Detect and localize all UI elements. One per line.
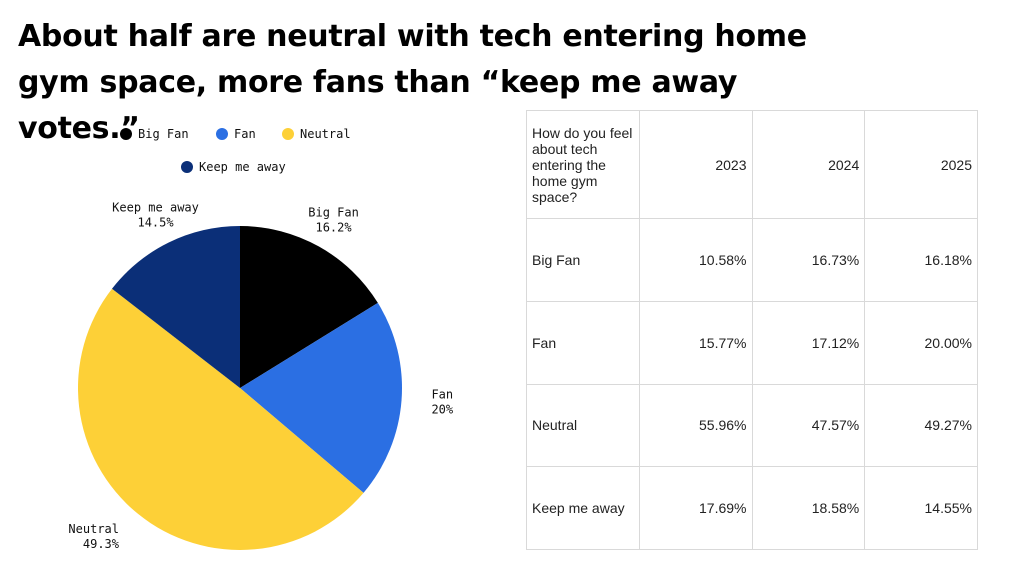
slice-value: 14.5% xyxy=(137,216,174,230)
table-cell: 2025 xyxy=(864,110,978,219)
slice-value: 49.3% xyxy=(83,537,120,551)
table-cell: Keep me away xyxy=(526,466,640,550)
legend-label: Big Fan xyxy=(138,127,189,141)
legend-label: Keep me away xyxy=(199,160,286,174)
table-row: Neutral 55.96% 47.57% 49.27% xyxy=(526,383,978,468)
pie-slice xyxy=(240,302,402,493)
table-cell: 10.58% xyxy=(638,218,753,302)
table-cell: 55.96% xyxy=(638,383,753,468)
table-cell: 2024 xyxy=(751,110,866,219)
table-row: Fan 15.77% 17.12% 20.00% xyxy=(526,300,978,385)
slice-label: Neutral 49.3% xyxy=(68,522,119,551)
data-table: How do you feel about tech entering the … xyxy=(526,110,978,550)
legend-swatch xyxy=(120,128,132,140)
table-cell: 2023 xyxy=(638,110,753,219)
legend-swatch xyxy=(216,128,228,140)
table-cell: 16.73% xyxy=(751,218,866,302)
table-cell: 14.55% xyxy=(864,466,978,550)
table-cell: 16.18% xyxy=(864,218,978,302)
slice-name: Neutral xyxy=(68,522,119,536)
table-cell: 17.69% xyxy=(638,466,753,550)
table-row: Big Fan 10.58% 16.73% 16.18% xyxy=(526,218,978,302)
table-row: How do you feel about tech entering the … xyxy=(526,110,978,219)
slice-name: Fan xyxy=(431,387,453,401)
table-cell: How do you feel about tech entering the … xyxy=(526,110,640,219)
slice-label: Fan 20% xyxy=(431,387,453,416)
table-cell: Fan xyxy=(526,300,640,385)
slice-name: Keep me away xyxy=(112,201,199,215)
table-cell: Neutral xyxy=(526,383,640,468)
table-cell: 18.58% xyxy=(751,466,866,550)
slice-name: Big Fan xyxy=(308,205,359,219)
table-cell: 17.12% xyxy=(751,300,866,385)
table-cell: 47.57% xyxy=(751,383,866,468)
slice-value: 16.2% xyxy=(315,220,352,234)
legend-label: Fan xyxy=(234,127,256,141)
pie-slice xyxy=(240,226,378,388)
pie-slice xyxy=(111,226,240,388)
table-cell: Big Fan xyxy=(526,218,640,302)
pie-slice xyxy=(78,288,364,550)
table-cell: 49.27% xyxy=(864,383,978,468)
slice-label: Keep me away 14.5% xyxy=(112,201,199,230)
table-cell: 15.77% xyxy=(638,300,753,385)
legend-swatch xyxy=(282,128,294,140)
slice-label: Big Fan 16.2% xyxy=(308,205,359,234)
table-cell: 20.00% xyxy=(864,300,978,385)
legend-swatch xyxy=(181,161,193,173)
legend-label: Neutral xyxy=(300,127,351,141)
table-row: Keep me away 17.69% 18.58% 14.55% xyxy=(526,466,978,550)
slide-title: About half are neutral with tech enterin… xyxy=(18,19,807,146)
slice-value: 20% xyxy=(431,402,453,416)
